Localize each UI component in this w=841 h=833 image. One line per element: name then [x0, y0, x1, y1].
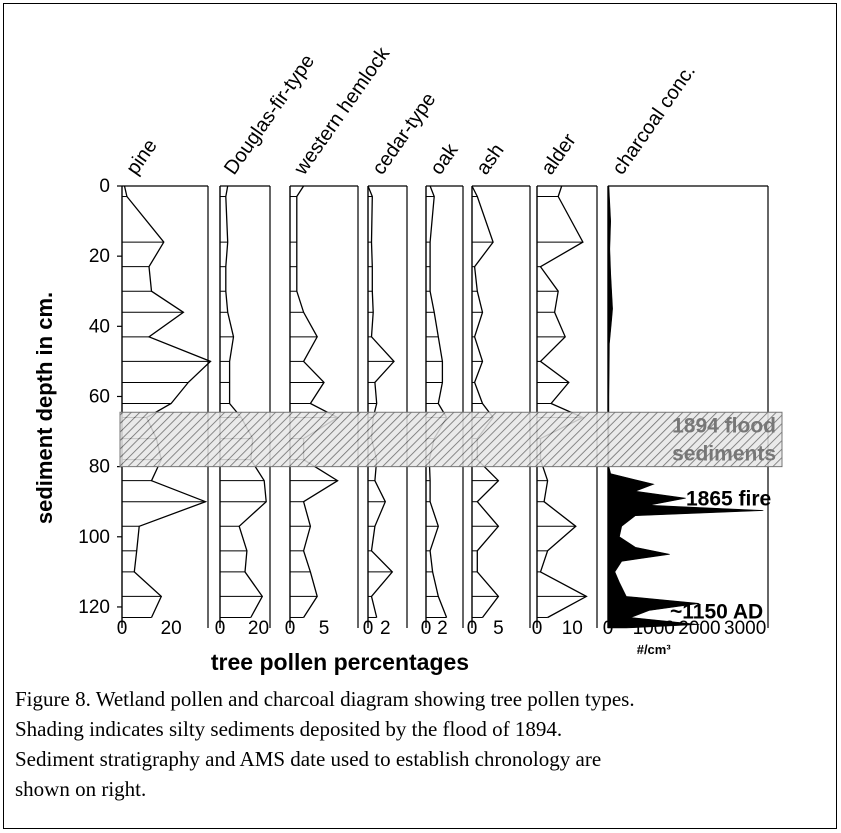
panel-charcoal-conc: #/cm³ 0 1000 2000 3000 charcoal conc. [603, 61, 769, 657]
flood-label-line2: sediments [672, 443, 776, 466]
figure-frame [3, 3, 837, 829]
x-tick-label-western-hemlock: 5 [319, 618, 330, 639]
y-tick-label: 80 [89, 457, 110, 478]
y-tick-label: 0 [99, 176, 110, 197]
x-tick-label-oak: 0 [421, 618, 432, 639]
annotation-1150-ad: ~1150 AD [670, 600, 763, 623]
figure-caption: Figure 8. Wetland pollen and charcoal di… [15, 684, 827, 804]
x-tick-label-cedar-type: 0 [363, 618, 374, 639]
flood-band [119, 411, 783, 468]
series-name-pine: pine [122, 135, 162, 179]
y-tick-label: 40 [89, 316, 110, 337]
caption-line-3: Sediment stratigraphy and AMS date used … [15, 747, 602, 771]
charcoal-profile [607, 185, 764, 629]
annotation-1865-fire: 1865 fire [686, 488, 771, 511]
x-tick-label-western-hemlock: 0 [285, 618, 296, 639]
x-tick-label-oak: 2 [437, 618, 448, 639]
flood-label-line1: 1894 flood [672, 414, 776, 437]
y-axis: 0 20 40 60 80 100 120 [78, 176, 122, 618]
profile-line-alder [539, 185, 588, 619]
caption-line-4: shown on right. [15, 777, 147, 801]
y-tick-label: 120 [78, 597, 110, 618]
x-tick-label-pine: 0 [117, 618, 128, 639]
panel-ash: 0 5 ash [467, 140, 531, 639]
profile-line-ash [471, 185, 500, 618]
series-name-charcoal-conc: charcoal conc. [608, 61, 700, 179]
x-tick-label-charcoal-conc: 2000 [678, 618, 720, 639]
y-tick-label: 60 [89, 386, 110, 407]
x-tick-label-charcoal-conc: 3000 [724, 618, 766, 639]
x-tick-label-alder: 0 [532, 618, 543, 639]
x-tick-label-pine: 20 [161, 618, 182, 639]
x-tick-label-charcoal-conc: 1000 [633, 618, 675, 639]
caption-line-1: Figure 8. Wetland pollen and charcoal di… [15, 687, 635, 711]
profile-line-pine [123, 185, 212, 618]
x-tick-label-ash: 0 [467, 618, 478, 639]
x-tick-label-douglas-fir-type: 0 [215, 618, 226, 639]
x-tick-label-charcoal-conc: 0 [603, 618, 614, 639]
x-tick-label-douglas-fir-type: 20 [248, 618, 269, 639]
profile-line-western-hemlock [296, 185, 339, 618]
y-tick-label: 100 [78, 527, 110, 548]
caption-line-2: Shading indicates silty sediments deposi… [15, 717, 563, 741]
series-name-oak: oak [426, 139, 463, 179]
panel-pine: 0 20 pine [117, 135, 212, 639]
series-name-ash: ash [472, 140, 509, 179]
x-axis-label: tree pollen percentages [211, 649, 469, 675]
y-tick-label: 20 [89, 246, 110, 267]
y-axis-label: sediment depth in cm. [32, 292, 57, 524]
x-tick-label-ash: 5 [493, 618, 504, 639]
profile-line-cedar-type [367, 185, 395, 618]
profile-line-douglas-fir-type [225, 185, 267, 618]
panel-alder: 0 10 alder [532, 130, 598, 639]
x-tick-label-alder: 10 [562, 618, 583, 639]
charcoal-unit: #/cm³ [637, 642, 672, 657]
series-name-alder: alder [537, 130, 581, 179]
x-tick-label-cedar-type: 2 [380, 618, 391, 639]
panel-oak: 0 2 oak [421, 139, 464, 639]
profile-line-oak [428, 185, 448, 618]
